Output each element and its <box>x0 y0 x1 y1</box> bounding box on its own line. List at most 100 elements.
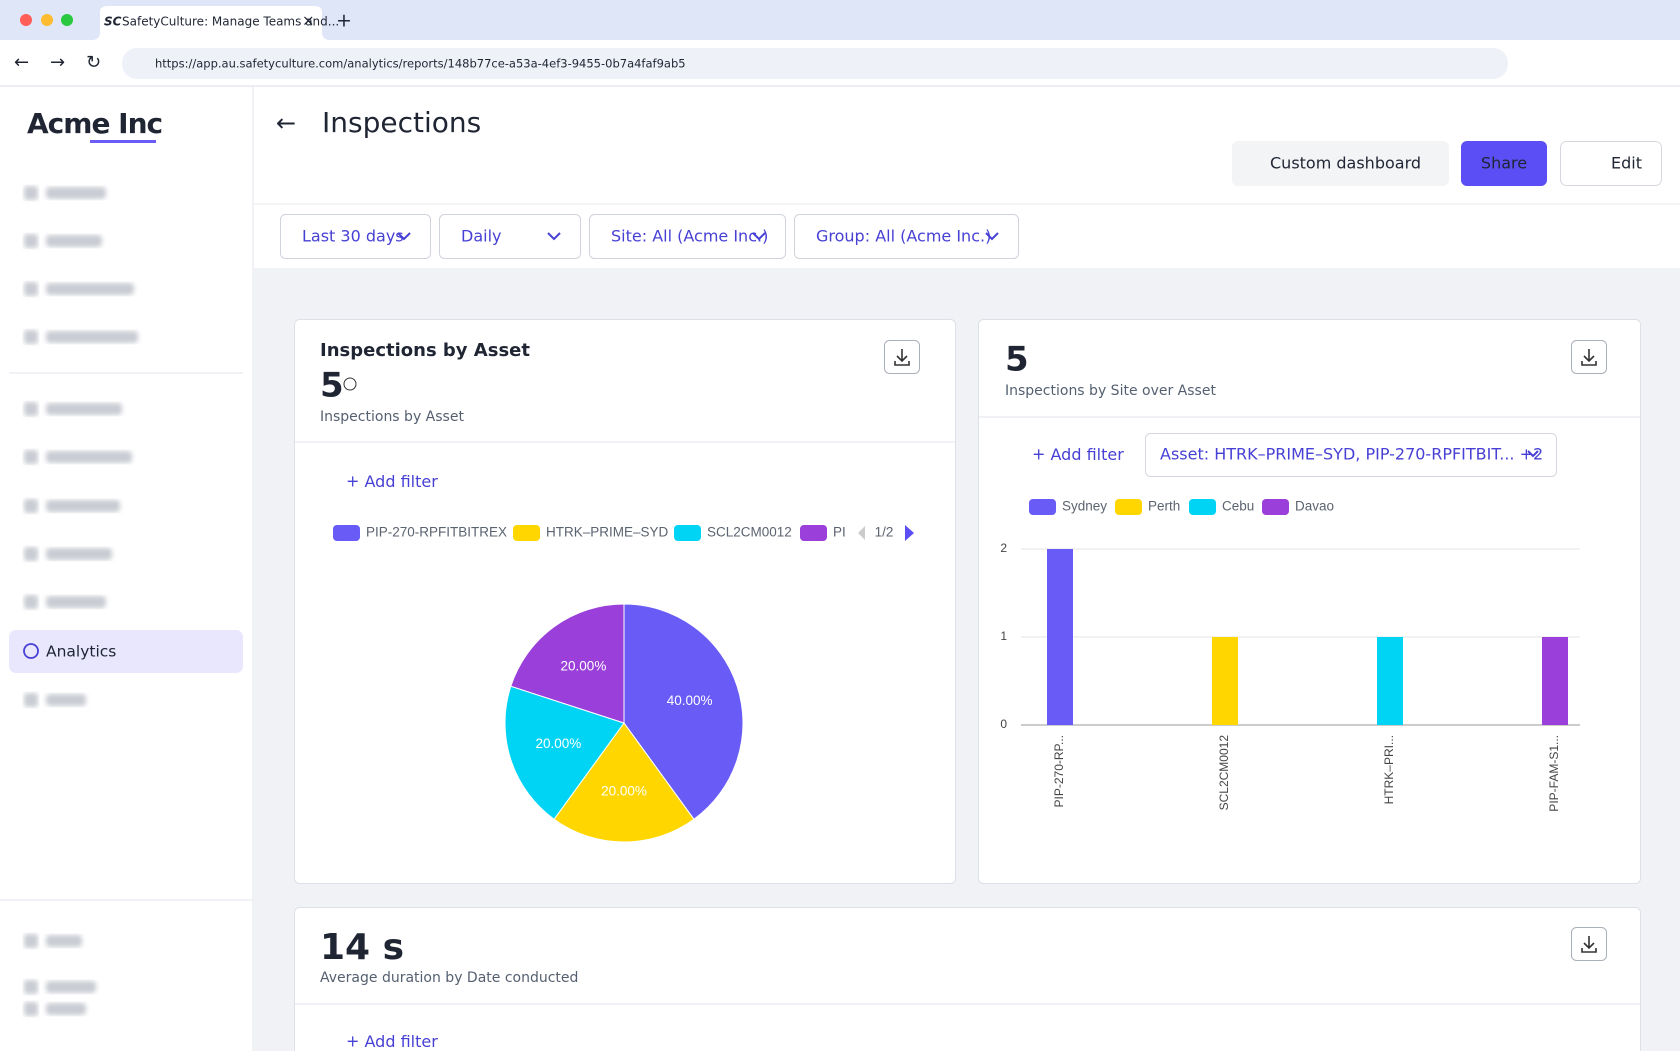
blurred-label <box>46 1003 86 1015</box>
x-tick-label: SCL2CM0012 <box>1217 735 1231 811</box>
chevron <box>985 232 999 241</box>
filter-button[interactable] <box>439 214 581 259</box>
card-subtitle: Inspections by Site over Asset <box>1005 383 1216 399</box>
nav-active[interactable] <box>9 630 243 673</box>
bar <box>1377 637 1403 725</box>
blurred-icon <box>24 1002 38 1016</box>
card <box>294 319 956 884</box>
new-tab[interactable]: + <box>336 10 352 32</box>
address-bar[interactable] <box>122 48 1508 79</box>
blurred-label <box>46 596 106 608</box>
close-dot[interactable] <box>20 14 32 26</box>
legend-next[interactable] <box>905 525 914 541</box>
filter-label: Last 30 days <box>302 227 404 246</box>
y-tick-label: 1 <box>1000 629 1007 643</box>
blurred-label <box>46 548 112 560</box>
blurred-icon <box>24 330 38 344</box>
download-icon <box>1581 936 1597 953</box>
min-dot[interactable] <box>41 14 53 26</box>
add-filter[interactable]: + Add filter <box>1032 445 1124 464</box>
active-tab[interactable] <box>92 6 330 40</box>
legend-page: 1/2 <box>875 525 894 540</box>
legend-swatch <box>1189 499 1216 515</box>
legend-label: Perth <box>1148 499 1180 514</box>
tab-close[interactable]: × <box>302 12 315 30</box>
legend-swatch <box>1029 499 1056 515</box>
asset-filter[interactable] <box>1145 433 1557 477</box>
legend-swatch <box>1262 499 1289 515</box>
blurred-label <box>46 935 82 947</box>
legend-label: Sydney <box>1062 499 1107 514</box>
filter-button[interactable] <box>794 214 1019 259</box>
pie-slice <box>623 603 744 820</box>
blurred-label <box>46 981 96 993</box>
chevron <box>1527 450 1539 458</box>
url: https://app.au.safetyculture.com/analyti… <box>155 57 686 71</box>
filter-label: Group: All (Acme Inc.) <box>816 227 991 246</box>
edit-label: Edit <box>1611 154 1642 173</box>
blurred-icon <box>24 499 38 513</box>
filter-label: Daily <box>461 227 501 246</box>
blurred-icon <box>24 186 38 200</box>
page-title: Inspections <box>322 106 481 139</box>
share-label: Share <box>1481 154 1527 173</box>
blurred-icon <box>24 402 38 416</box>
asset-filter-label: Asset: HTRK–PRIME–SYD, PIP-270-RPFITBIT.… <box>1160 445 1543 464</box>
slice-label: 40.00% <box>667 693 713 708</box>
filter-button[interactable] <box>589 214 786 259</box>
legend-swatch <box>800 525 827 541</box>
max-dot[interactable] <box>61 14 73 26</box>
blurred-icon <box>24 282 38 296</box>
slice-label: 20.00% <box>535 736 581 751</box>
pie-slice <box>504 685 625 820</box>
blurred-label <box>46 235 102 247</box>
legend-swatch <box>674 525 701 541</box>
view-select[interactable] <box>1232 141 1449 186</box>
filter-button[interactable] <box>280 214 431 259</box>
edit-button[interactable] <box>1560 141 1662 186</box>
chevron <box>547 232 561 241</box>
x-tick-label: PIP-270-RP... <box>1052 735 1066 807</box>
tab-title: SafetyCulture: Manage Teams and... <box>122 15 339 29</box>
back-arrow[interactable]: ← <box>276 109 296 137</box>
blurred-nav <box>24 186 138 1016</box>
add-filter[interactable]: + Add filter <box>346 1032 438 1051</box>
legend-prev[interactable] <box>858 526 865 540</box>
reload[interactable]: ↻ <box>86 52 101 73</box>
y-tick-label: 2 <box>1000 541 1007 555</box>
add-filter-label: Add filter <box>365 1032 439 1051</box>
info-icon[interactable] <box>343 377 357 391</box>
slice-label: 20.00% <box>601 784 647 799</box>
card-total: 5 <box>1005 340 1029 380</box>
legend-label: SCL2CM0012 <box>707 525 792 540</box>
legend-swatch <box>333 525 360 541</box>
card-total: 14 s <box>320 927 404 968</box>
add-filter[interactable]: + Add filter <box>346 472 438 491</box>
analytics-icon <box>23 643 39 659</box>
legend-swatch <box>513 525 540 541</box>
bar <box>1212 637 1238 725</box>
slice-label: 20.00% <box>561 659 607 674</box>
x-tick-label: HTRK–PRI... <box>1382 735 1396 804</box>
view-label: Custom dashboard <box>1270 154 1421 173</box>
blurred-icon <box>24 693 38 707</box>
nav-analytics[interactable]: Analytics <box>46 643 116 661</box>
card-title: Inspections by Asset <box>320 340 530 361</box>
legend-label: PI <box>833 525 846 540</box>
blurred-icon <box>24 934 38 948</box>
blurred-icon <box>24 234 38 248</box>
filter-bar: Last 30 days Daily Site: All (Acme Inc.) Gr… <box>280 214 1019 259</box>
card-total: 5 <box>320 366 344 406</box>
back[interactable]: ← <box>14 52 29 73</box>
card-subtitle: Average duration by Date conducted <box>320 970 578 986</box>
blurred-label <box>46 500 120 512</box>
blurred-icon <box>24 980 38 994</box>
add-filter-label: Add filter <box>365 472 439 491</box>
legend-label: HTRK–PRIME–SYD <box>546 525 669 540</box>
share-button[interactable] <box>1461 141 1547 186</box>
forward[interactable]: → <box>50 52 65 73</box>
blurred-icon <box>24 595 38 609</box>
sidebar <box>0 87 253 1051</box>
